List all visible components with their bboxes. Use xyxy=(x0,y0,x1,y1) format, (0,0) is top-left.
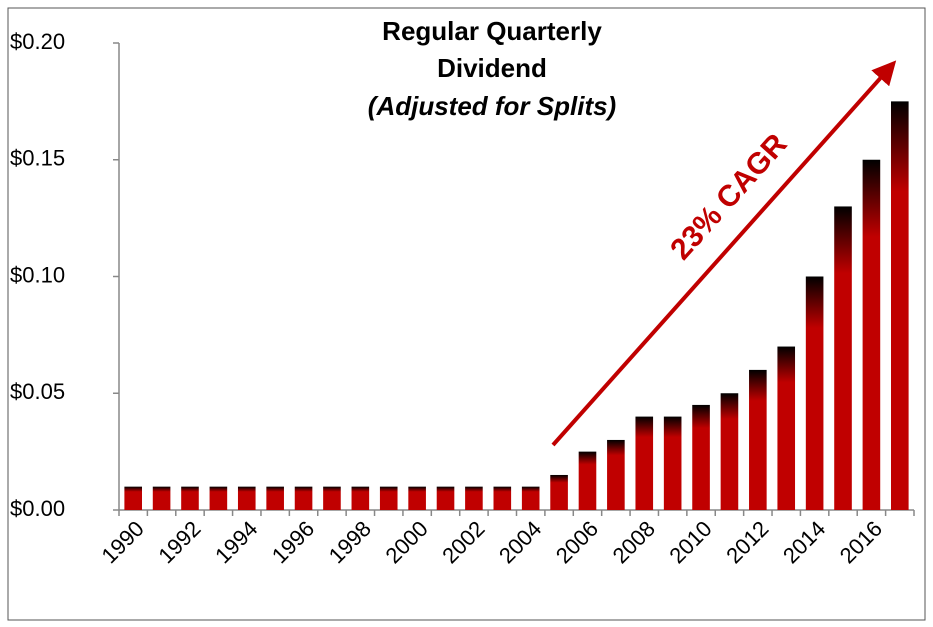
bar xyxy=(777,346,796,510)
chart-title: Dividend xyxy=(437,53,547,83)
frame xyxy=(7,7,926,621)
bar xyxy=(891,101,909,510)
chart-title: Regular Quarterly xyxy=(382,16,602,46)
x-tick-label: 1998 xyxy=(324,516,376,568)
y-tick-label: $0.20 xyxy=(10,29,65,54)
y-tick-label: $0.00 xyxy=(10,496,65,521)
bar xyxy=(692,404,710,510)
chart-subtitle: (Adjusted for Splits) xyxy=(368,91,616,121)
bar xyxy=(181,486,199,510)
bar xyxy=(209,486,228,510)
y-tick-label: $0.10 xyxy=(10,262,65,287)
bar xyxy=(465,486,483,510)
x-tick-label: 2002 xyxy=(437,516,489,568)
bar xyxy=(834,206,852,510)
x-tick-label: 1992 xyxy=(153,516,205,568)
x-tick-label: 2014 xyxy=(778,516,830,568)
bar xyxy=(408,486,426,510)
x-tick-label: 2016 xyxy=(835,516,887,568)
bar xyxy=(493,486,512,510)
x-tick-label: 1990 xyxy=(97,516,149,568)
x-tick-label: 2012 xyxy=(721,516,773,568)
bar xyxy=(124,486,142,510)
x-tick-label: 2006 xyxy=(551,516,603,568)
bar xyxy=(862,159,881,510)
bar xyxy=(805,276,824,510)
y-tick-label: $0.15 xyxy=(10,146,65,171)
bar xyxy=(436,486,455,510)
bar xyxy=(521,486,540,510)
x-tick-label: 2008 xyxy=(608,516,660,568)
bar xyxy=(607,439,625,510)
x-tick-label: 2004 xyxy=(494,516,546,568)
bar xyxy=(749,369,767,510)
bar xyxy=(635,416,654,510)
bar xyxy=(663,416,682,510)
x-tick-label: 2000 xyxy=(380,516,432,568)
bar xyxy=(550,474,568,510)
y-tick-label: $0.05 xyxy=(10,379,65,404)
bar xyxy=(266,486,284,510)
x-tick-label: 2010 xyxy=(664,516,716,568)
bar xyxy=(720,393,739,510)
x-tick-label: 1994 xyxy=(210,516,262,568)
trend-arrow xyxy=(551,60,897,447)
x-tick-label: 1996 xyxy=(267,516,319,568)
bar xyxy=(152,486,171,510)
bar xyxy=(379,486,398,510)
bar xyxy=(323,486,341,510)
bar xyxy=(351,486,370,510)
bar xyxy=(294,486,313,510)
bar xyxy=(578,451,597,510)
bar xyxy=(237,486,256,510)
